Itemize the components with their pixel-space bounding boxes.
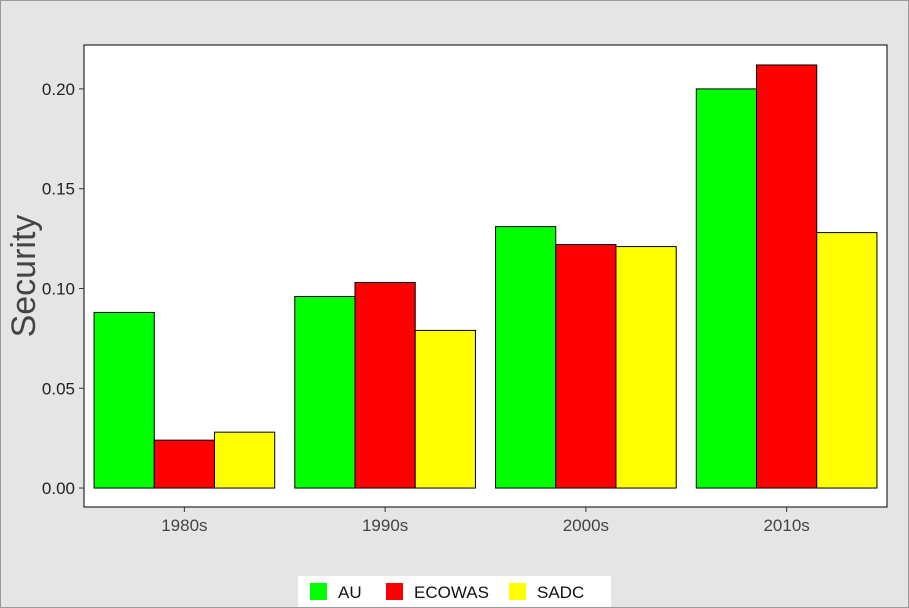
y-tick-label: 0.20 bbox=[42, 80, 75, 99]
bar-au-2000s bbox=[495, 226, 557, 489]
bar-sadc-1990s bbox=[414, 329, 476, 489]
bar-sadc-2010s bbox=[816, 232, 878, 489]
x-tick-label-2000s: 2000s bbox=[563, 516, 609, 535]
bar-ecowas-2000s bbox=[555, 244, 617, 489]
y-tick-label: 0.00 bbox=[42, 479, 75, 498]
bars-group bbox=[93, 64, 878, 489]
bar-ecowas-2010s bbox=[756, 64, 818, 489]
legend-label-au: AU bbox=[338, 583, 362, 602]
y-tick-label: 0.05 bbox=[42, 379, 75, 398]
x-tick-label-1990s: 1990s bbox=[362, 516, 408, 535]
legend-label-sadc: SADC bbox=[537, 583, 584, 602]
legend-swatch-sadc bbox=[509, 583, 526, 600]
x-tick-label-2010s: 2010s bbox=[763, 516, 809, 535]
legend-swatch-ecowas bbox=[386, 583, 403, 600]
bar-ecowas-1990s bbox=[354, 281, 416, 489]
bar-au-1990s bbox=[294, 295, 356, 489]
x-tick-label-1980s: 1980s bbox=[161, 516, 207, 535]
bar-sadc-2000s bbox=[615, 246, 677, 489]
bar-au-1980s bbox=[93, 311, 155, 489]
legend-box bbox=[298, 576, 611, 607]
legend-swatch-au bbox=[310, 583, 327, 600]
y-axis: 0.00 0.05 0.10 0.15 0.20 bbox=[42, 80, 84, 498]
legend-label-ecowas: ECOWAS bbox=[414, 583, 489, 602]
y-tick-label: 0.10 bbox=[42, 279, 75, 298]
y-tick-label: 0.15 bbox=[42, 180, 75, 199]
bar-sadc-1980s bbox=[213, 431, 276, 489]
bar-au-2010s bbox=[695, 88, 758, 489]
y-axis-label: Security bbox=[5, 215, 43, 338]
legend: AU ECOWAS SADC bbox=[298, 576, 611, 607]
bar-ecowas-1980s bbox=[153, 439, 215, 489]
x-axis: 1980s 1990s 2000s 2010s bbox=[161, 507, 810, 535]
